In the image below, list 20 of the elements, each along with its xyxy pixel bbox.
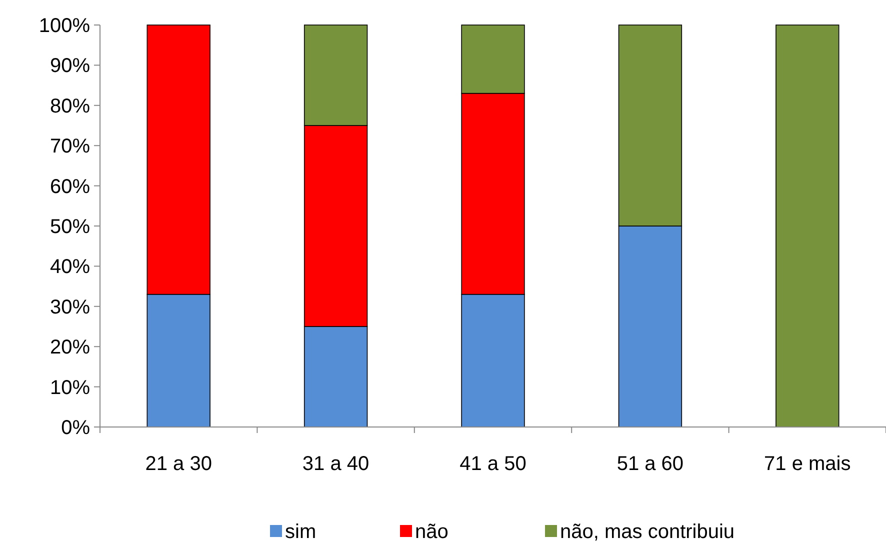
legend-label: sim xyxy=(285,521,316,543)
x-tick-label: 21 a 30 xyxy=(145,453,212,475)
bar xyxy=(776,24,840,428)
y-tick-label: 10% xyxy=(50,376,90,399)
x-tick-label: 71 e mais xyxy=(764,453,851,475)
y-tick-label: 0% xyxy=(61,417,90,439)
x-tick-label: 31 a 40 xyxy=(302,453,370,475)
y-tick-label: 50% xyxy=(50,216,90,238)
y-tick-label: 60% xyxy=(50,176,90,198)
x-tick-label: 41 a 50 xyxy=(460,453,526,475)
legend-label: não xyxy=(415,521,448,543)
y-tick-label: 30% xyxy=(50,296,90,318)
y-tick-label: 70% xyxy=(50,136,90,158)
y-tick-label: 100% xyxy=(38,15,90,37)
x-tick-label: 51 a 60 xyxy=(616,453,684,475)
legend-label: não, mas contribuiu xyxy=(560,521,735,543)
y-tick-label: 40% xyxy=(50,256,90,278)
y-tick-label: 90% xyxy=(50,55,90,78)
y-tick-label: 80% xyxy=(50,95,90,118)
y-tick-label: 20% xyxy=(50,336,90,359)
